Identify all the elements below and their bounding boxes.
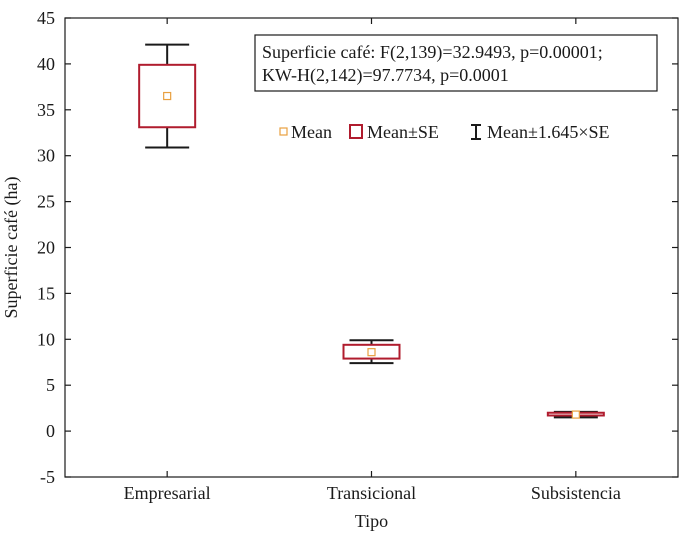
legend-label-mean: Mean xyxy=(291,122,332,142)
y-tick-label: 15 xyxy=(37,283,55,303)
stats-annotation-box xyxy=(254,34,658,92)
mean-marker xyxy=(163,91,172,101)
se-box xyxy=(138,63,197,129)
y-tick-label: 40 xyxy=(37,54,55,74)
x-tick-label: Subsistencia xyxy=(531,483,621,503)
y-tick-label: 45 xyxy=(37,8,55,28)
mean-marker xyxy=(571,410,580,419)
y-tick-label: 35 xyxy=(37,100,55,120)
y-tick-label: -5 xyxy=(40,467,55,487)
legend-label-se: Mean±SE xyxy=(367,122,439,142)
x-tick-label: Transicional xyxy=(327,483,416,503)
legend-label-whisker: Mean±1.645×SE xyxy=(487,122,610,142)
y-tick-label: 25 xyxy=(37,192,55,212)
y-tick-label: 0 xyxy=(46,421,55,441)
se-box xyxy=(342,343,401,360)
legend-se-box xyxy=(349,124,363,139)
x-tick-label: Empresarial xyxy=(124,483,211,503)
y-tick-label: 5 xyxy=(46,375,55,395)
legend-mean-marker xyxy=(279,127,288,136)
y-tick-label: 10 xyxy=(37,329,55,349)
y-tick-label: 20 xyxy=(37,238,55,258)
y-tick-label: 30 xyxy=(37,146,55,166)
stats-annotation-line: KW-H(2,142)=97.7734, p=0.0001 xyxy=(262,65,509,86)
plot-layer: -5 0 5 10 15 20 25 30 35 40 45 Empresarial Transicio… xyxy=(1,8,679,531)
x-axis-label: Tipo xyxy=(355,511,388,531)
stats-annotation-line: Superficie café: F(2,139)=32.9493, p=0.0… xyxy=(262,42,603,63)
mean-marker xyxy=(367,348,376,357)
y-axis-label: Superficie café (ha) xyxy=(1,177,22,319)
